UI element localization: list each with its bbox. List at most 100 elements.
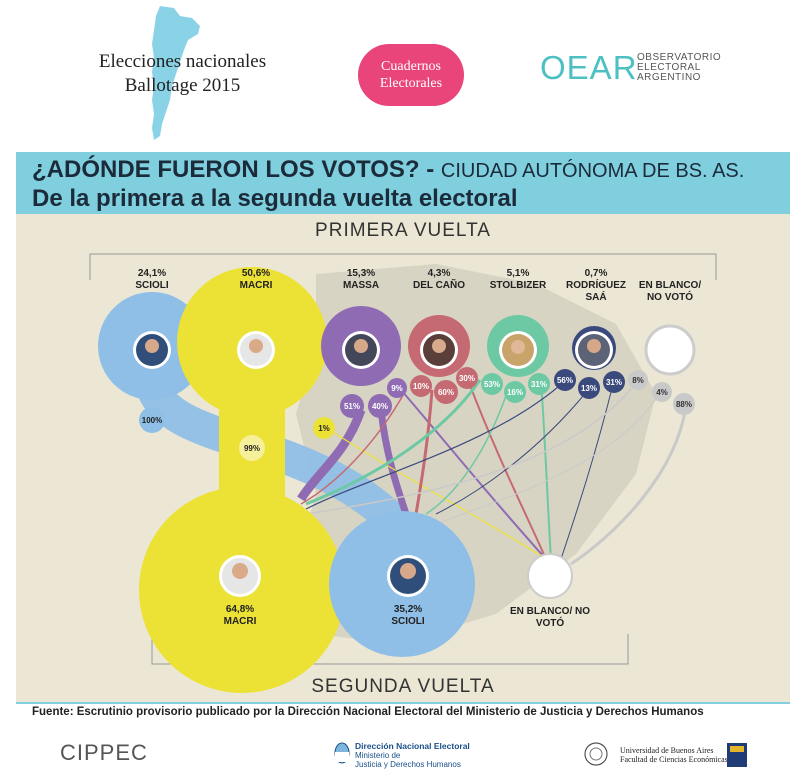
bubble-scioli-100: 100% [139,407,165,433]
avatar-macri-second [219,555,261,597]
bubble-blanco-88: 88% [673,393,695,415]
label-blanco-first: EN BLANCO/ NO VOTÓ [632,280,708,304]
bubble-blanco-8-text: 8% [632,376,644,385]
bubble-delcano-10-text: 10% [413,382,429,391]
bubble-delcano-60-text: 60% [438,388,454,397]
first-round-label: PRIMERA VUELTA [315,220,491,241]
bubble-rodriguez-31: 31% [603,371,625,393]
pct-stolbizer-first: 5,1% [506,268,530,279]
bubble-delcano-10: 10% [410,375,432,397]
bubble-massa-1-text: 1% [318,424,330,433]
page-title: ¿ADÓNDE FUERON LOS VOTOS? - CIUDAD AUTÓN… [32,156,744,184]
avatar-scioli-second [387,555,429,597]
flow-delcano-to-scioli [414,389,434,515]
flow-stolbizer-to-macri [305,379,482,506]
node-blanco-second [527,553,573,599]
name-macri-second: MACRI [223,616,257,627]
flow-blanco-to-scioli [435,389,663,525]
bubble-massa-51-text: 51% [344,402,360,411]
flow-rodriguez-to-macri [305,379,567,510]
uba-line2: Facultad de Ciencias Económicas [620,755,728,764]
pct-macri-first: 50,6% [241,268,271,279]
org-line3: ARGENTINO [637,72,701,83]
bubble-massa-1: 1% [313,417,335,439]
bubble-stolbizer-53: 53% [481,373,503,395]
bubble-blanco-8: 8% [628,370,648,390]
header-title: Elecciones nacionales Ballotage 2015 [70,50,295,98]
bubble-blanco-4: 4% [652,382,672,402]
title-band [16,152,790,214]
bubble-rodriguez-31-text: 31% [606,378,622,387]
label-scioli-second: 35,2% SCIOLI [368,604,448,628]
flow-massa-to-scioli [377,409,410,516]
dne-line2: Ministerio de [355,751,401,760]
flow-diagram: 100% 99% 1% 51% 40% 9% 10% 60% 30% 53% 1… [16,214,790,702]
header-title-line1: Elecciones nacionales [98,51,267,72]
argentina-map-silhouette [152,6,200,140]
second-round-label: SEGUNDA VUELTA [311,676,495,697]
flow-delcano-to-blanco [467,379,547,560]
flow-massa-to-blanco [395,383,547,560]
name-massa-first: MASSA [342,280,380,291]
dne-line1: Dirección Nacional Electoral [355,741,470,751]
bubble-massa-9-text: 9% [391,384,403,393]
oear-logo: OEAR [540,49,638,86]
bubble-massa-40: 40% [368,394,392,418]
label-delcano-first: 4,3% DEL CAÑO [399,268,479,292]
bubble-stolbizer-16: 16% [504,381,526,403]
flow-stolbizer-to-scioli [425,389,509,515]
bubble-scioli-100-text: 100% [142,416,162,425]
name-scioli-second: SCIOLI [391,616,425,627]
name-delcano-first: DEL CAÑO [412,280,466,291]
top-bracket [89,253,717,280]
bubble-stolbizer-31-text: 31% [531,380,547,389]
bubble-rodriguez-13-text: 13% [581,384,597,393]
name-blanco-first: EN BLANCO/ NO VOTÓ [638,280,702,303]
cippec-logo: CIPPEC [60,740,148,765]
flow-delcano-to-macri [300,389,407,505]
dne-logo: Dirección Nacional Electoral Ministerio … [355,741,470,770]
uba-line1: Universidad de Buenos Aires [620,746,714,755]
flow-blanco-to-macri [305,379,639,515]
avatar-delcano-first [420,331,458,369]
label-massa-first: 15,3% MASSA [321,268,401,292]
bubble-massa-51: 51% [340,394,364,418]
pct-macri-second: 64,8% [225,604,255,615]
avatar-stolbizer-first [499,331,537,369]
node-blanco-first [644,324,696,376]
flow-diagram-svg: 100% 99% 1% 51% 40% 9% 10% 60% 30% 53% 1… [89,253,717,693]
source-note: Fuente: Escrutinio provisorio publicado … [32,706,704,718]
bubble-delcano-30-text: 30% [459,374,475,383]
bubble-massa-9: 9% [387,378,407,398]
name-blanco-second: EN BLANCO/ NO VOTÓ [510,606,590,629]
bubble-macri-99-text: 99% [244,444,260,453]
bubble-stolbizer-53-text: 53% [484,380,500,389]
pct-scioli-second: 35,2% [393,604,423,615]
pct-rodriguez-first: 0,7% [584,268,608,279]
avatar-macri-first [237,331,275,369]
name-scioli-first: SCIOLI [135,280,169,291]
name-macri-first: MACRI [239,280,273,291]
label-blanco-second: EN BLANCO/ NO VOTÓ [510,606,590,630]
pct-delcano-first: 4,3% [427,268,451,279]
name-stolbizer-first: STOLBIZER [489,280,547,291]
header-title-line2: Ballotage 2015 [124,75,241,96]
oear-text: OBSERVATORIO ELECTORAL ARGENTINO [637,53,721,83]
pct-scioli-first: 24,1% [137,268,167,279]
flow-rodriguez-to-blanco [560,379,615,560]
label-macri-second: 64,8% MACRI [200,604,280,628]
ice-logo-icon [727,743,747,767]
bubble-stolbizer-31: 31% [528,373,550,395]
argentina-shield-icon [334,742,350,764]
flow-massa-1pct [323,425,547,560]
label-rodriguez-first: 0,7% RODRÍGUEZ SAÁ [564,268,628,304]
dne-line3: Justicia y Derechos Humanos [355,760,461,769]
bubble-macri-99: 99% [239,435,265,461]
org-line2: ELECTORAL [637,62,701,73]
avatar-massa-first [342,331,380,369]
bubble-blanco-4-text: 4% [656,388,668,397]
flow-rodriguez-to-scioli [435,389,589,515]
cuadernos-badge: Cuadernos Electorales [358,44,464,106]
pct-massa-first: 15,3% [346,268,376,279]
bubble-rodriguez-56: 56% [554,369,576,391]
